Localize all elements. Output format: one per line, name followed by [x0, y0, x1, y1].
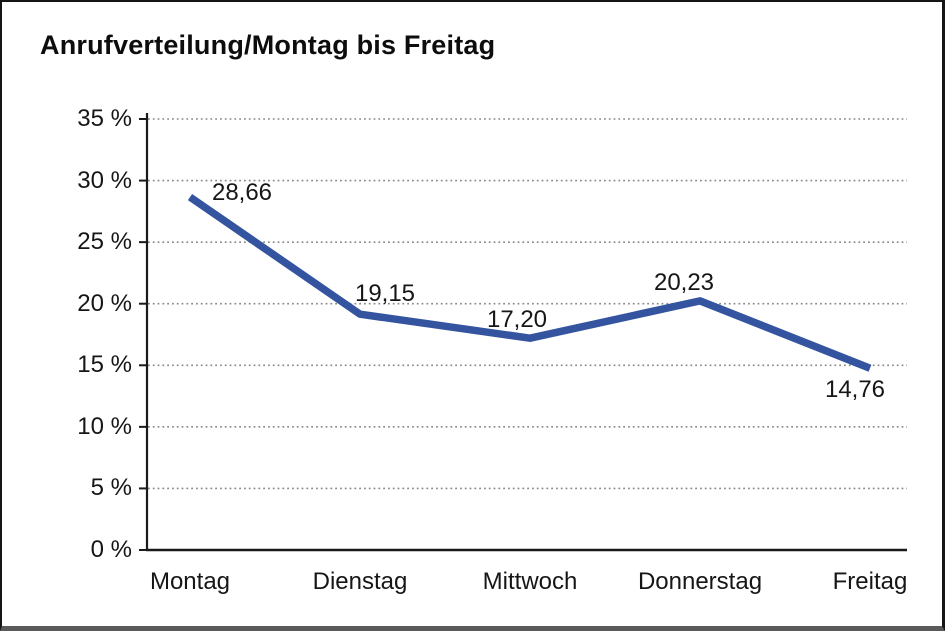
- data-label-donnerstag: 20,23: [653, 268, 715, 296]
- y-tick-label-0: 0 %: [90, 536, 132, 563]
- x-category-label-dienstag: Dienstag: [312, 568, 408, 595]
- data-label-freitag: 14,76: [824, 376, 886, 404]
- y-tick-label-15: 15 %: [77, 351, 132, 379]
- y-tick-label-20: 20 %: [77, 289, 132, 317]
- x-category-label-freitag: Freitag: [832, 568, 908, 595]
- chart-title: Anrufverteilung/Montag bis Freitag: [40, 30, 496, 60]
- y-tick-label-35: 35 %: [77, 105, 132, 132]
- data-label-montag: 28,66: [211, 179, 273, 207]
- data-series-line: [187, 193, 872, 372]
- y-tick-label-10: 10 %: [77, 412, 132, 440]
- data-label-mittwoch: 17,20: [486, 306, 548, 334]
- y-tick-label-5: 5 %: [90, 474, 132, 502]
- x-category-label-donnerstag: Donnerstag: [637, 568, 763, 595]
- x-category-label-montag: Montag: [149, 568, 231, 595]
- y-tick-label-25: 25 %: [77, 228, 132, 256]
- y-tick-label-30: 30 %: [77, 166, 132, 194]
- data-label-dienstag: 19,15: [354, 280, 416, 308]
- x-category-label-mittwoch: Mittwoch: [482, 568, 578, 595]
